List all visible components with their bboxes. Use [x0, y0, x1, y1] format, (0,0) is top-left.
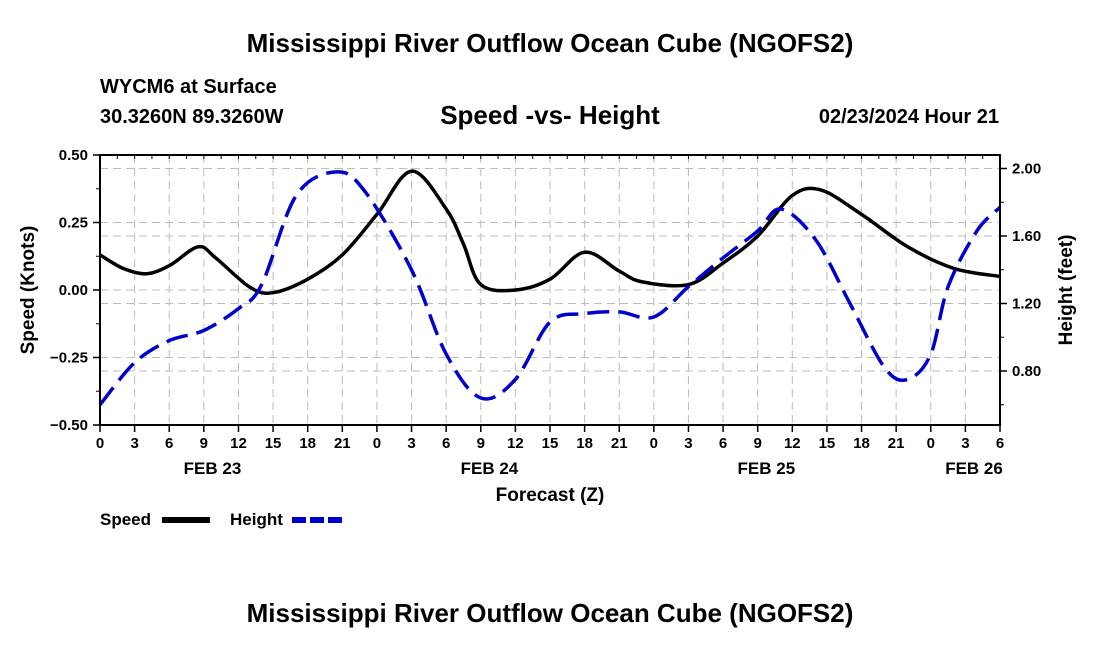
axes: 0 3 6 9 12 15 18 21 0 3 6 9 12 15 18 21 0 3 6 9 12 15 18 21 0 3 6F…: [50, 147, 1041, 478]
x-tick-label: 3: [961, 435, 969, 452]
date-label: FEB 25: [738, 459, 796, 478]
left-axis-label: Speed (Knots): [18, 226, 39, 355]
station-label: WYCM6 at Surface: [100, 76, 277, 98]
right-tick-label: 0.80: [1012, 363, 1041, 380]
left-tick-label: 0.25: [59, 215, 88, 232]
series-layer: [98, 169, 1002, 406]
x-tick-label: 12: [784, 435, 801, 452]
legend-height-label: Height: [230, 510, 283, 529]
x-tick-label: 9: [200, 435, 208, 452]
left-tick-label: −0.25: [50, 350, 88, 367]
x-tick-label: 18: [576, 435, 593, 452]
left-tick-label: −0.50: [50, 417, 88, 434]
x-tick-label: 3: [407, 435, 415, 452]
x-tick-label: 12: [230, 435, 247, 452]
x-tick-label: 0: [927, 435, 935, 452]
x-tick-label: 12: [507, 435, 524, 452]
x-tick-label: 6: [996, 435, 1004, 452]
x-tick-label: 6: [442, 435, 450, 452]
x-tick-label: 15: [542, 435, 559, 452]
x-tick-label: 21: [611, 435, 628, 452]
x-tick-label: 3: [684, 435, 692, 452]
x-tick-label: 15: [265, 435, 282, 452]
x-axis-label: Forecast (Z): [496, 485, 605, 506]
x-tick-label: 6: [165, 435, 173, 452]
chart-subtitle: Speed -vs- Height: [440, 100, 660, 130]
right-axis-label: Height (feet): [1056, 235, 1077, 346]
grid: [100, 155, 1000, 425]
x-tick-label: 6: [719, 435, 727, 452]
x-tick-label: 15: [819, 435, 836, 452]
x-tick-label: 9: [754, 435, 762, 452]
footer-title: Mississippi River Outflow Ocean Cube (NG…: [246, 598, 854, 628]
legend-speed-label: Speed: [100, 510, 152, 529]
series-line-height: [98, 170, 1002, 406]
station-coordinates: 30.3260N 89.3260W: [100, 106, 284, 128]
x-tick-label: 18: [299, 435, 316, 452]
series-line-speed: [99, 169, 1001, 296]
left-tick-label: 0.50: [59, 147, 88, 164]
x-tick-label: 21: [334, 435, 351, 452]
x-tick-label: 9: [477, 435, 485, 452]
x-tick-label: 21: [888, 435, 905, 452]
date-label: FEB 24: [461, 459, 519, 478]
right-tick-label: 2.00: [1012, 161, 1041, 178]
x-tick-label: 18: [853, 435, 870, 452]
x-tick-label: 0: [373, 435, 381, 452]
left-tick-label: 0.00: [59, 282, 88, 299]
date-label: FEB 26: [945, 459, 1003, 478]
right-tick-label: 1.20: [1012, 296, 1041, 313]
x-tick-label: 0: [96, 435, 104, 452]
date-label: FEB 23: [184, 459, 242, 478]
right-tick-label: 1.60: [1012, 228, 1041, 245]
chart-title: Mississippi River Outflow Ocean Cube (NG…: [246, 28, 854, 58]
x-tick-label: 3: [130, 435, 138, 452]
x-tick-label: 0: [650, 435, 658, 452]
forecast-datetime: 02/23/2024 Hour 21: [818, 106, 999, 128]
